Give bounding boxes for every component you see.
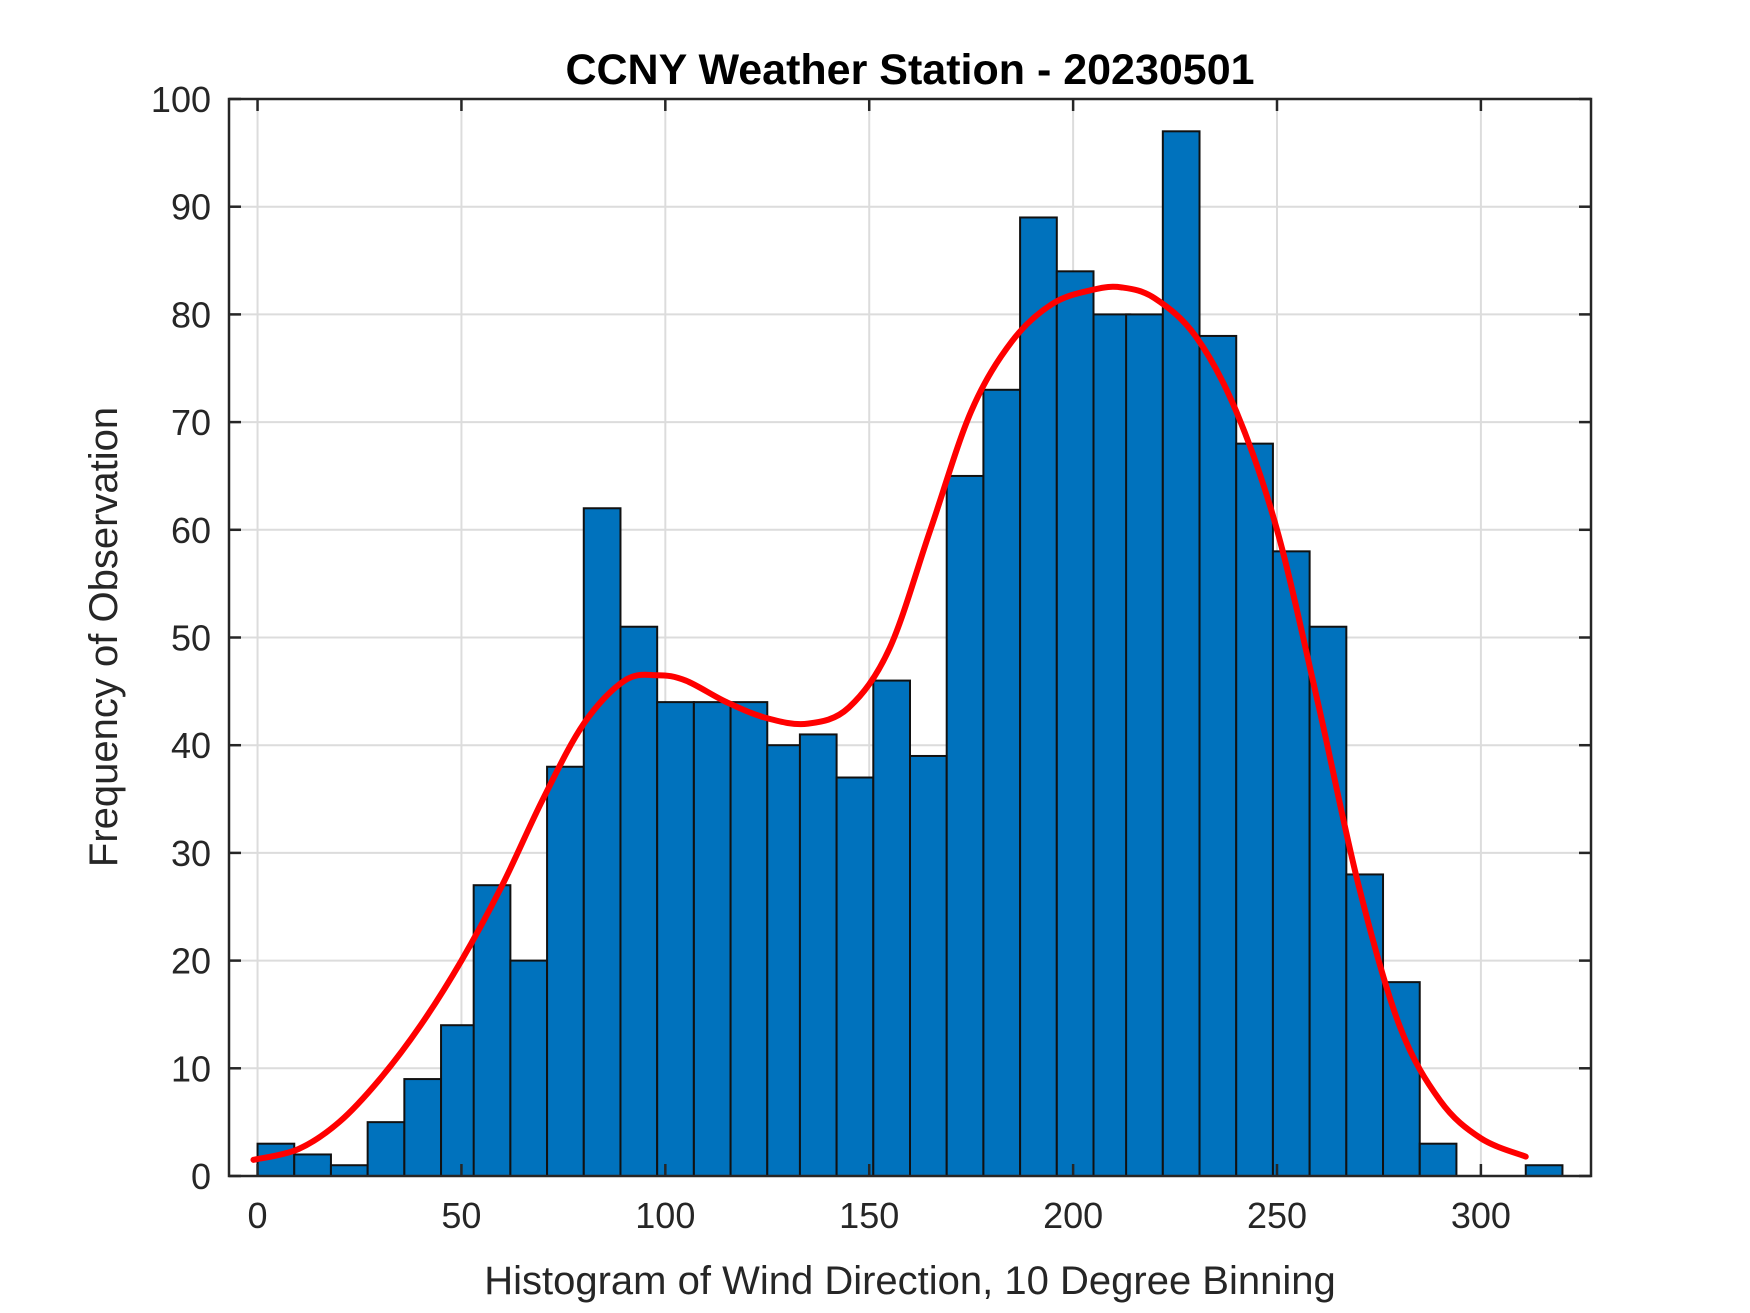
histogram-bar <box>835 776 875 1177</box>
histogram-bar <box>1345 873 1385 1177</box>
histogram-bar <box>1418 1142 1458 1177</box>
y-tick-label: 30 <box>171 833 211 874</box>
x-tick-label: 200 <box>1043 1195 1103 1236</box>
histogram-bar <box>1019 216 1058 1178</box>
chart-title: CCNY Weather Station - 20230501 <box>565 46 1254 94</box>
histogram-bar <box>1055 270 1095 1177</box>
histogram-bar <box>798 733 838 1177</box>
y-tick-label: 20 <box>171 941 211 982</box>
y-tick-label: 40 <box>171 725 211 766</box>
ticks-layer <box>229 97 1591 1178</box>
bars-layer <box>256 130 1564 1178</box>
histogram-bar <box>692 701 732 1177</box>
y-tick-labels: 0 10 20 30 40 50 60 70 80 90 100 <box>151 79 211 1197</box>
histogram-bar <box>293 1153 332 1177</box>
histogram-bar <box>472 884 512 1178</box>
histogram-bar <box>329 1164 369 1177</box>
histogram-bar <box>909 754 948 1177</box>
x-axis-label: Histogram of Wind Direction, 10 Degree B… <box>484 1259 1336 1303</box>
x-tick-label: 0 <box>248 1195 268 1236</box>
histogram-bar <box>982 388 1022 1178</box>
x-tick-label: 300 <box>1451 1195 1511 1236</box>
x-tick-label: 250 <box>1247 1195 1307 1236</box>
histogram-bar <box>403 1078 443 1177</box>
histogram-bar <box>1092 313 1132 1177</box>
fit-curve-line <box>250 283 1529 1163</box>
fit-curve-layer <box>250 283 1529 1163</box>
y-tick-label: 80 <box>171 294 211 335</box>
histogram-bar <box>582 507 622 1177</box>
y-axis-label: Frequency of Observation <box>82 407 126 867</box>
y-tick-label: 10 <box>171 1048 211 1089</box>
y-tick-label: 70 <box>171 402 211 443</box>
histogram-bar <box>1125 313 1164 1177</box>
y-tick-label: 90 <box>171 187 211 228</box>
histogram-bar <box>1198 334 1238 1177</box>
histogram-bar <box>1524 1164 1564 1177</box>
histogram-bar <box>656 701 695 1177</box>
x-tick-label: 150 <box>839 1195 899 1236</box>
histogram-bar <box>440 1024 479 1177</box>
histogram-bar <box>729 701 769 1177</box>
histogram-bar <box>1235 442 1274 1177</box>
y-tick-label: 60 <box>171 510 211 551</box>
histogram-bar <box>546 765 585 1177</box>
histogram-bar <box>766 744 805 1177</box>
x-tick-labels: 0 50 100 150 200 250 300 <box>248 1195 1511 1236</box>
histogram-bar <box>872 679 911 1178</box>
x-tick-label: 100 <box>635 1195 695 1236</box>
histogram-bar <box>619 625 659 1177</box>
y-tick-label: 50 <box>171 618 211 659</box>
histogram-bar <box>945 474 985 1177</box>
histogram-bar <box>366 1121 406 1178</box>
y-tick-label: 100 <box>151 79 211 120</box>
histogram-bar <box>1308 625 1348 1177</box>
y-tick-label: 0 <box>191 1156 211 1197</box>
histogram-bar <box>1382 981 1421 1178</box>
histogram-bar <box>1161 130 1201 1177</box>
histogram-bar <box>509 959 549 1177</box>
x-tick-label: 50 <box>441 1195 481 1236</box>
